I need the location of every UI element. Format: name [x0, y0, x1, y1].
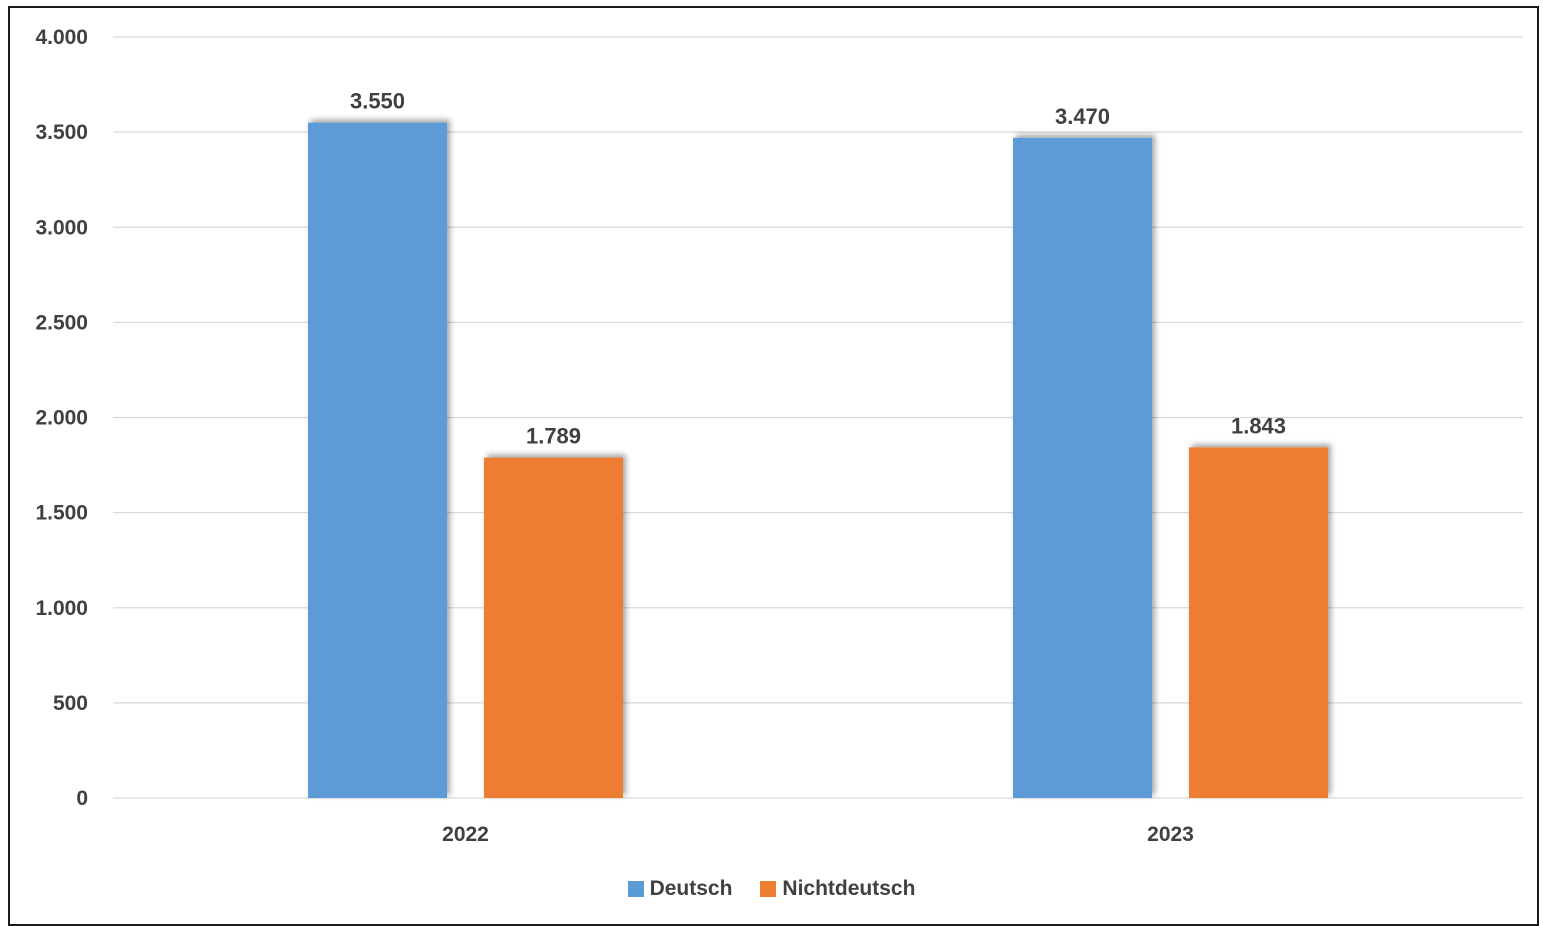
bar-deutsch-2022	[308, 122, 447, 799]
data-label-nichtdeutsch-2022: 1.789	[526, 424, 581, 449]
y-tick-label: 0	[76, 787, 88, 810]
legend: Deutsch Nichtdeutsch	[0, 874, 1543, 904]
data-labels: 3.550 1.789 3.470 1.843	[350, 89, 1286, 449]
x-axis-ticks: 2022 2023	[442, 823, 1194, 846]
x-tick-label: 2023	[1147, 823, 1194, 846]
legend-swatch-nichtdeutsch	[760, 881, 777, 897]
y-tick-label: 2.500	[35, 311, 88, 334]
data-label-nichtdeutsch-2023: 1.843	[1231, 413, 1286, 438]
x-tick-label: 2022	[442, 823, 489, 846]
legend-swatch-deutsch	[627, 881, 644, 897]
data-label-deutsch-2022: 3.550	[350, 89, 405, 114]
data-label-deutsch-2023: 3.470	[1055, 104, 1110, 129]
y-tick-label: 4.000	[35, 26, 88, 49]
y-tick-label: 1.000	[35, 597, 88, 620]
y-tick-label: 3.500	[35, 121, 88, 144]
bar-nichtdeutsch-2023	[1189, 447, 1328, 798]
bar-nichtdeutsch-2022	[484, 457, 623, 798]
y-tick-label: 2.000	[35, 407, 88, 430]
y-tick-label: 500	[53, 692, 88, 715]
y-tick-label: 3.000	[35, 216, 88, 239]
legend-item-deutsch: Deutsch	[627, 877, 733, 901]
bar-deutsch-2023	[1013, 137, 1152, 798]
legend-item-nichtdeutsch: Nichtdeutsch	[760, 877, 915, 901]
y-tick-label: 1.500	[35, 502, 88, 525]
bars	[308, 122, 1328, 799]
legend-label-deutsch: Deutsch	[649, 877, 733, 900]
legend-label-nichtdeutsch: Nichtdeutsch	[782, 877, 916, 900]
y-axis-ticks: 0 500 1.000 1.500 2.000 2.500 3.000 3.500 4.000	[35, 26, 88, 810]
